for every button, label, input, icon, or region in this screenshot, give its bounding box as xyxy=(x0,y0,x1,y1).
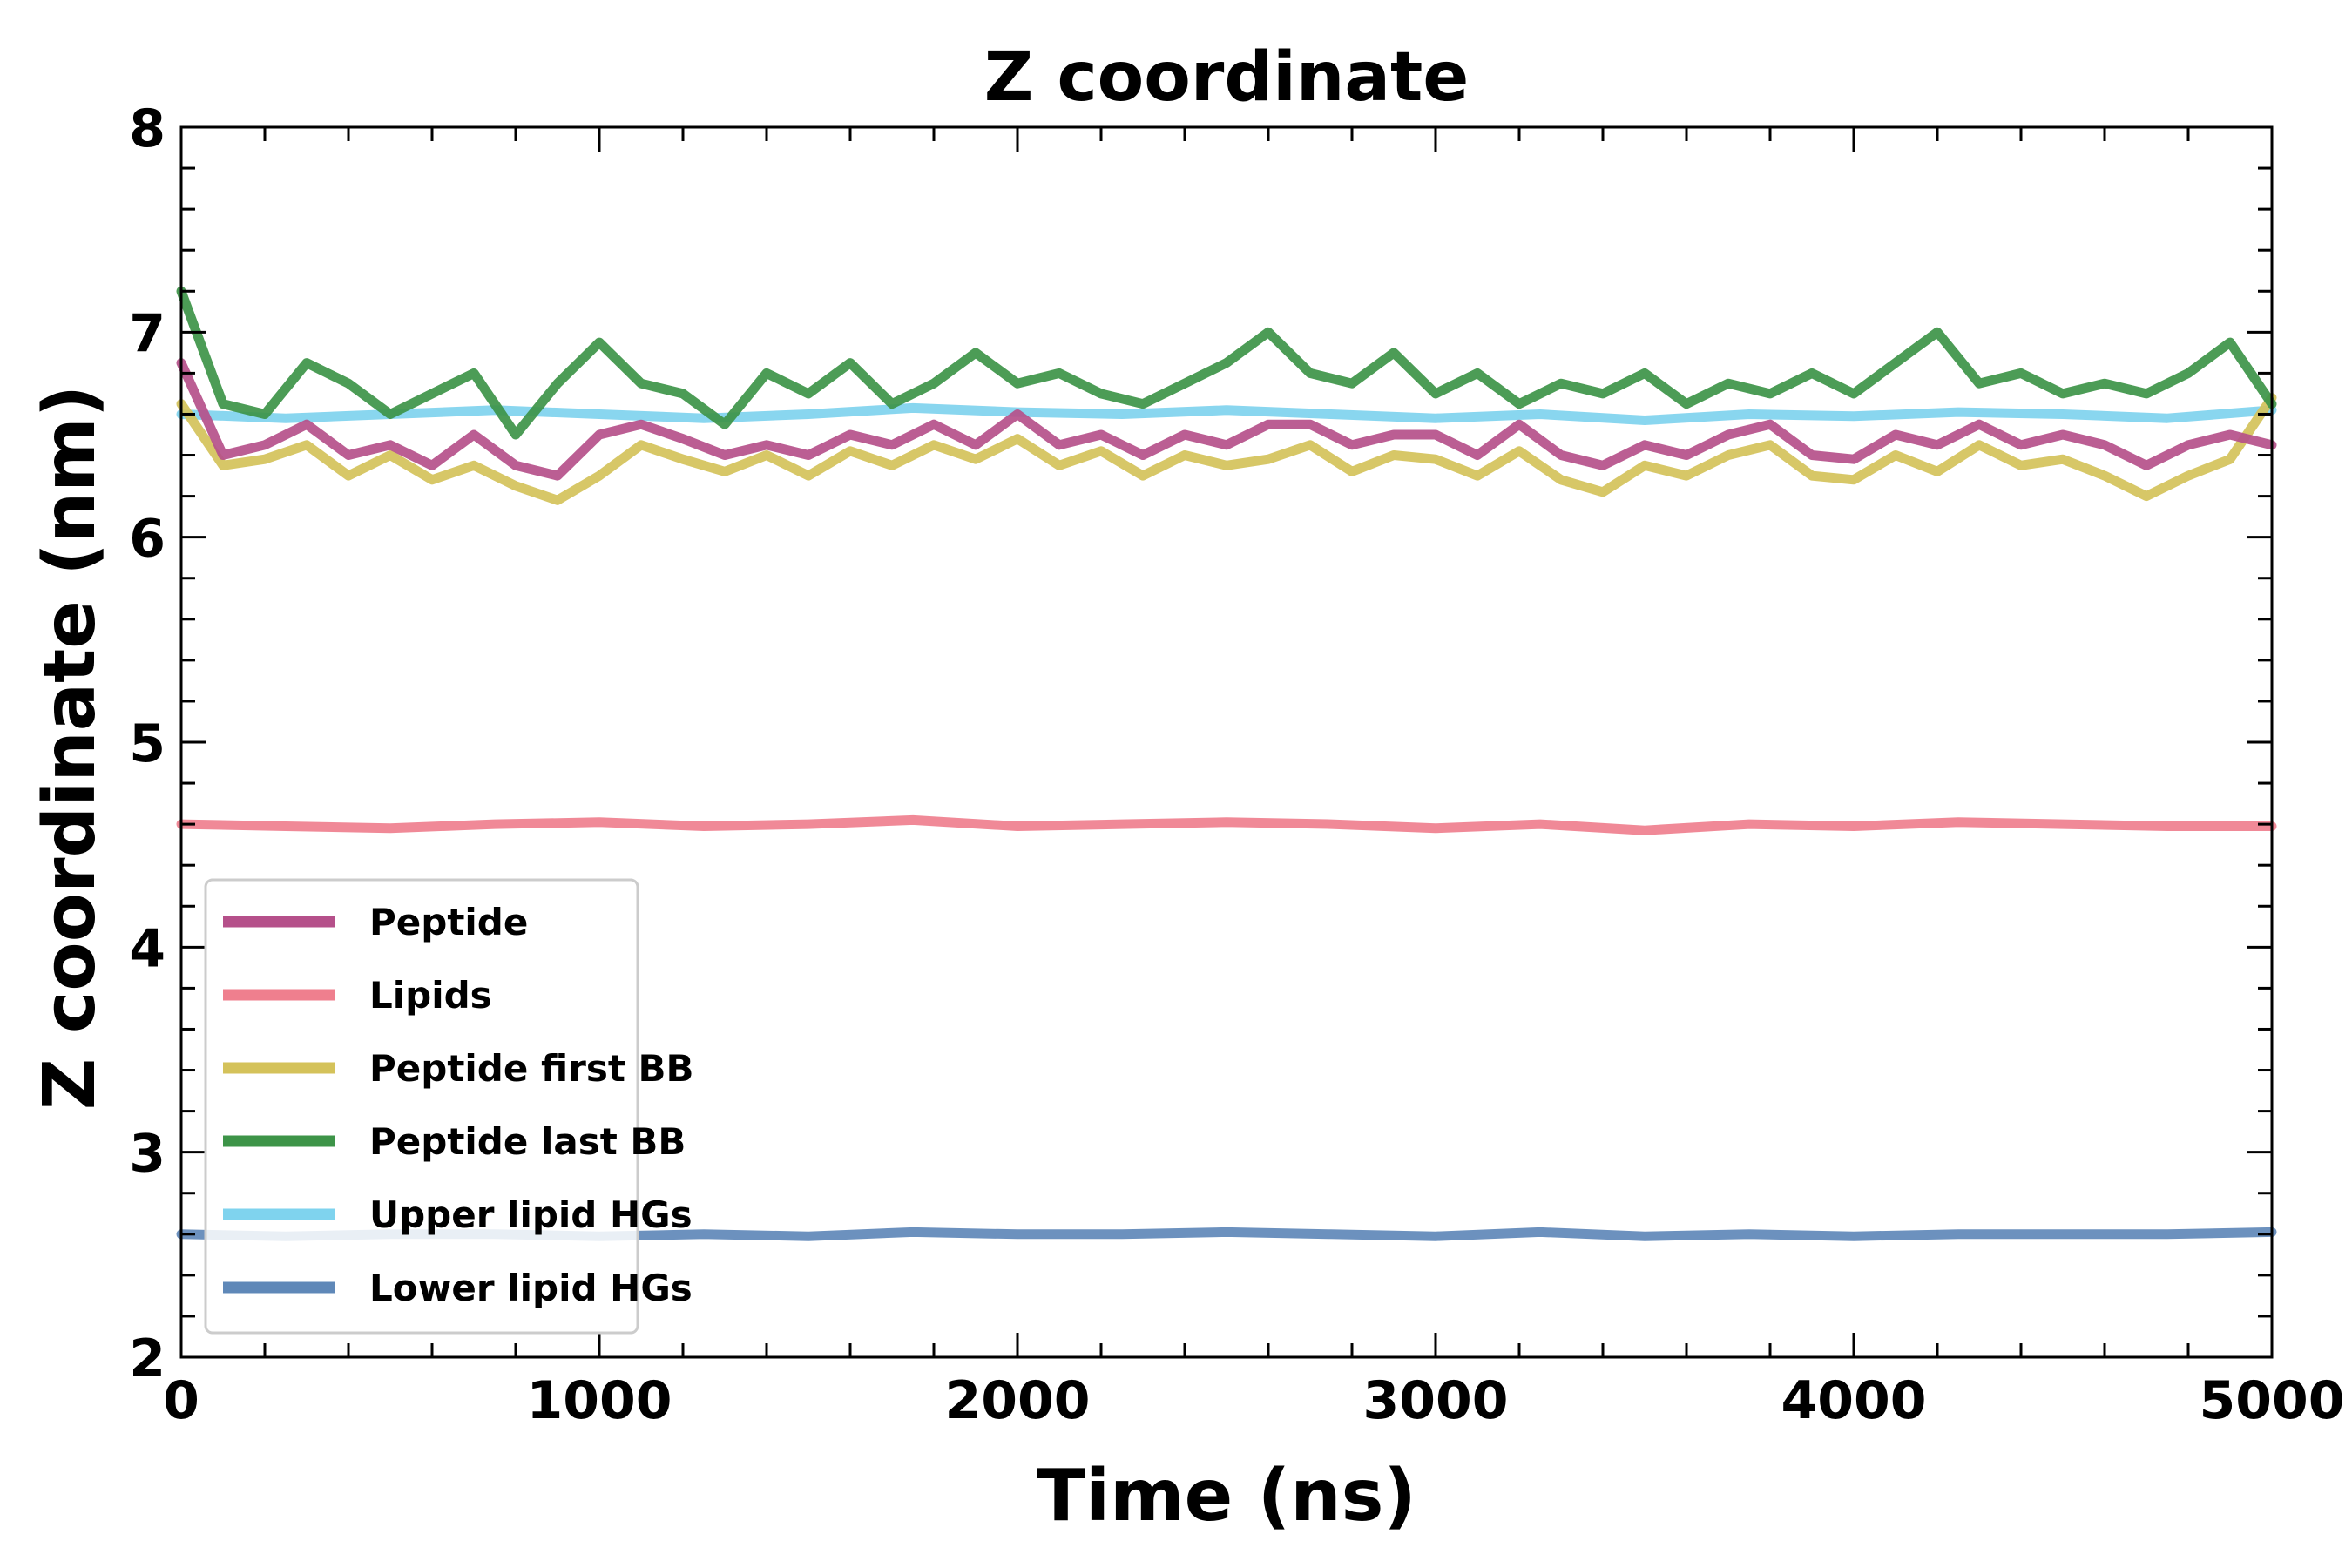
legend-label: Upper lipid HGs xyxy=(369,1193,693,1236)
x-tick-label: 2000 xyxy=(945,1370,1091,1431)
x-tick-label: 1000 xyxy=(527,1370,672,1431)
legend-label: Peptide last BB xyxy=(369,1120,686,1163)
series-line-peptide-first-bb xyxy=(176,393,2277,505)
series-line-lipids xyxy=(176,814,2277,835)
legend-label: Lower lipid HGs xyxy=(369,1267,693,1309)
x-tick-label: 3000 xyxy=(1363,1370,1509,1431)
y-axis-label: Z coordinate (nm) xyxy=(29,385,112,1110)
y-tick-label: 5 xyxy=(129,713,166,774)
y-tick-label: 8 xyxy=(129,98,166,159)
plot-area: 0 1000 2000 3000 4000 5000 2 3 4 5 6 7 8 xyxy=(129,98,2344,1431)
y-tick-label: 6 xyxy=(129,509,166,570)
y-tick-label: 7 xyxy=(129,303,166,364)
series-line-peptide-last-bb xyxy=(176,286,2277,440)
x-tick-label: 4000 xyxy=(1781,1370,1927,1431)
legend: Peptide Lipids Peptide first BB Peptide las… xyxy=(204,878,694,1335)
legend-label: Peptide xyxy=(369,901,528,943)
x-tick-label: 0 xyxy=(163,1370,199,1431)
legend-label: Peptide first BB xyxy=(369,1047,694,1090)
x-tick-label: 5000 xyxy=(2200,1370,2345,1431)
x-axis-label: Time (ns) xyxy=(1037,1455,1416,1538)
y-tick-label: 3 xyxy=(129,1124,166,1185)
legend-box xyxy=(204,878,639,1335)
legend-label: Lipids xyxy=(369,974,492,1017)
y-tick-label: 4 xyxy=(129,918,166,979)
chart-title: Z coordinate xyxy=(984,38,1470,117)
y-tick-label: 2 xyxy=(129,1328,166,1389)
series-line-peptide xyxy=(176,358,2277,481)
